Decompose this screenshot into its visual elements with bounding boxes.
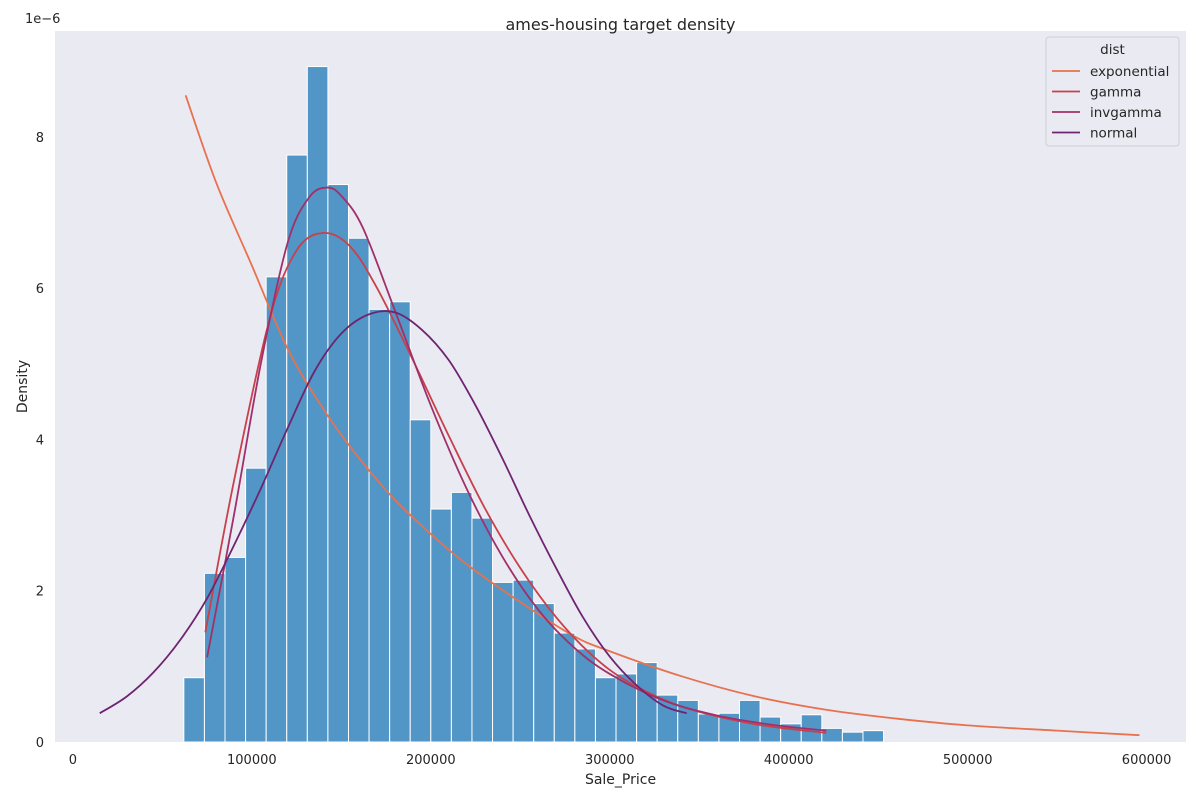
histogram-bar — [265, 276, 288, 743]
histogram-bar — [409, 419, 432, 743]
legend-label: gamma — [1090, 85, 1141, 101]
histogram-bar — [492, 581, 514, 743]
x-tick-label: 600000 — [1122, 753, 1172, 768]
histogram-bar — [306, 66, 329, 743]
histogram-bar — [594, 677, 617, 743]
histogram-bar — [450, 491, 473, 743]
legend-box — [1045, 36, 1180, 147]
curve-exponential — [184, 94, 1140, 737]
legend-label: invgamma — [1090, 105, 1162, 121]
histogram-bar — [636, 662, 658, 743]
legend-label: normal — [1090, 126, 1137, 142]
histogram-bar — [286, 154, 308, 743]
histogram-bar — [245, 467, 267, 743]
histogram-bar — [389, 301, 411, 743]
y-tick-label: 4 — [36, 433, 44, 448]
x-tick-label: 100000 — [227, 753, 277, 768]
histogram-bar — [347, 237, 370, 743]
histogram-bars — [183, 66, 885, 743]
histogram-bar — [697, 713, 720, 743]
x-tick-label: 200000 — [406, 753, 456, 768]
x-tick-label: 0 — [69, 753, 77, 768]
y-tick-label: 6 — [36, 282, 44, 297]
legend-label: exponential — [1090, 64, 1169, 80]
histogram-bar — [224, 556, 247, 743]
histogram-bar — [862, 730, 885, 743]
histogram-bar — [183, 677, 205, 743]
y-axis-label: Density — [15, 360, 31, 413]
legend-title: dist — [1100, 42, 1125, 58]
histogram-bar — [841, 731, 864, 743]
legend: dist exponential gamma invgamma normal — [1045, 36, 1180, 147]
x-tick-label: 400000 — [764, 753, 814, 768]
curve-normal — [99, 310, 687, 715]
x-tick-label: 500000 — [943, 753, 993, 768]
histogram-bar — [327, 184, 349, 743]
histogram-bar — [471, 517, 494, 743]
y-tick-label: 8 — [36, 131, 44, 146]
chart-title: ames-housing target density — [506, 15, 736, 34]
density-curves — [99, 94, 1140, 737]
legend-entries: exponential gamma invgamma normal — [1052, 64, 1169, 142]
x-tick-label: 300000 — [585, 753, 635, 768]
x-axis-ticks: 0 100000 200000 300000 400000 500000 600000 — [69, 753, 1172, 768]
histogram-bar — [553, 632, 576, 743]
histogram-bar — [759, 716, 782, 743]
y-offset-label: 1e−6 — [25, 12, 60, 27]
x-axis-label: Sale_Price — [585, 772, 656, 788]
histogram-bar — [368, 308, 391, 743]
y-axis-ticks: 0 2 4 6 8 — [36, 131, 44, 751]
y-tick-label: 2 — [36, 585, 44, 600]
y-tick-label: 0 — [36, 736, 44, 751]
